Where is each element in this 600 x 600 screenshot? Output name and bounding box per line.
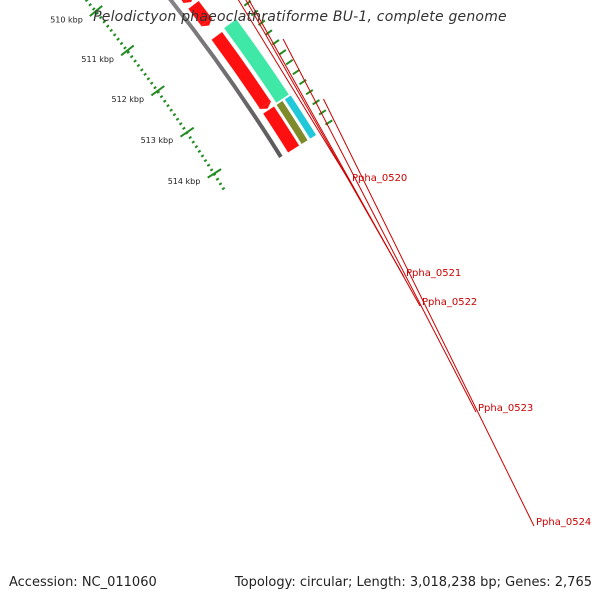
- minor-tick: [129, 54, 134, 59]
- minor-tick: [200, 154, 205, 158]
- cds-arrow-head: [258, 100, 272, 109]
- cds-arrow: [211, 32, 271, 109]
- gene-leader-line: [282, 38, 477, 413]
- kbp-label: 510 kbp: [50, 16, 83, 25]
- outer-tick: [292, 68, 301, 76]
- minor-tick: [119, 41, 124, 46]
- minor-tick: [98, 15, 103, 20]
- minor-tick: [162, 99, 167, 103]
- minor-tick: [84, 0, 89, 3]
- feature-track-cyan: [284, 95, 317, 139]
- kbp-label: 511 kbp: [81, 55, 114, 64]
- minor-tick: [149, 81, 154, 85]
- minor-tick: [95, 11, 100, 15]
- minor-tick: [203, 158, 208, 163]
- outer-tick: [318, 109, 327, 116]
- minor-tick: [215, 177, 220, 181]
- cds-arrow-head: [182, 0, 192, 4]
- minor-tick: [143, 72, 147, 76]
- outer-tick: [250, 9, 259, 17]
- gene-label: Ppha_0524: [536, 517, 591, 528]
- minor-tick: [109, 28, 114, 33]
- gene-label: Ppha_0521: [406, 268, 461, 279]
- minor-tick: [188, 135, 192, 140]
- topology-text: Topology: circular; Length: 3,018,238 bp…: [234, 575, 592, 590]
- minor-tick: [191, 140, 196, 144]
- minor-tick: [172, 113, 177, 117]
- gene-labels: Ppha_0520 Ppha_0521 Ppha_0522 Ppha_0523 Ppha…: [237, 0, 591, 528]
- kbp-label: 514 kbp: [168, 177, 201, 186]
- accession-text: Accession: NC_011060: [9, 575, 157, 590]
- minor-tick: [182, 126, 186, 131]
- outer-tick: [305, 89, 314, 96]
- major-tick: [207, 168, 222, 179]
- cds-arrow: [188, 0, 212, 26]
- minor-tick: [91, 7, 96, 11]
- minor-tick: [156, 90, 161, 94]
- minor-tick: [133, 59, 137, 63]
- major-tick: [150, 85, 165, 97]
- minor-tick: [159, 94, 164, 99]
- kbp-tick-marks: [84, 0, 333, 191]
- minor-tick: [146, 77, 151, 81]
- minor-tick: [194, 145, 199, 149]
- backbone-arc: [168, 0, 283, 158]
- minor-tick: [153, 86, 157, 90]
- feature-tracks: [168, 0, 317, 158]
- feature-track-green: [224, 19, 289, 103]
- cds-arrow: [263, 106, 300, 153]
- minor-tick: [169, 108, 173, 112]
- gene-label: Ppha_0522: [422, 297, 477, 308]
- gene-leader-line: [248, 0, 421, 307]
- outer-tick: [278, 49, 287, 56]
- kbp-label: 513 kbp: [141, 136, 174, 145]
- minor-tick: [209, 168, 214, 172]
- minor-tick: [212, 172, 217, 177]
- minor-tick: [136, 63, 141, 68]
- gene-label: Ppha_0523: [478, 403, 533, 414]
- major-tick: [179, 126, 195, 138]
- minor-tick: [88, 3, 92, 7]
- outer-tick: [285, 58, 294, 66]
- minor-tick: [197, 149, 202, 154]
- genome-title: Pelodictyon phaeoclathratiforme BU-1, co…: [93, 9, 507, 25]
- minor-tick: [178, 122, 183, 126]
- minor-tick: [206, 163, 211, 167]
- kbp-label: 512 kbp: [111, 95, 144, 104]
- minor-tick: [218, 182, 223, 186]
- major-tick: [120, 44, 135, 57]
- minor-tick: [126, 50, 131, 54]
- minor-tick: [102, 20, 107, 24]
- minor-tick: [221, 186, 226, 191]
- minor-tick: [112, 33, 117, 37]
- cds-arrow-head: [200, 17, 213, 27]
- gene-leader-line: [323, 98, 535, 527]
- minor-tick: [123, 46, 127, 50]
- minor-tick: [105, 24, 110, 28]
- minor-tick: [166, 103, 170, 108]
- minor-tick: [175, 117, 180, 121]
- feature-track-olive: [276, 100, 308, 144]
- minor-tick: [116, 37, 120, 41]
- outer-tick: [264, 29, 273, 36]
- major-tick: [89, 5, 103, 17]
- gene-label: Ppha_0520: [352, 173, 407, 184]
- minor-tick: [140, 68, 144, 72]
- gene-leader-line: [237, 0, 351, 183]
